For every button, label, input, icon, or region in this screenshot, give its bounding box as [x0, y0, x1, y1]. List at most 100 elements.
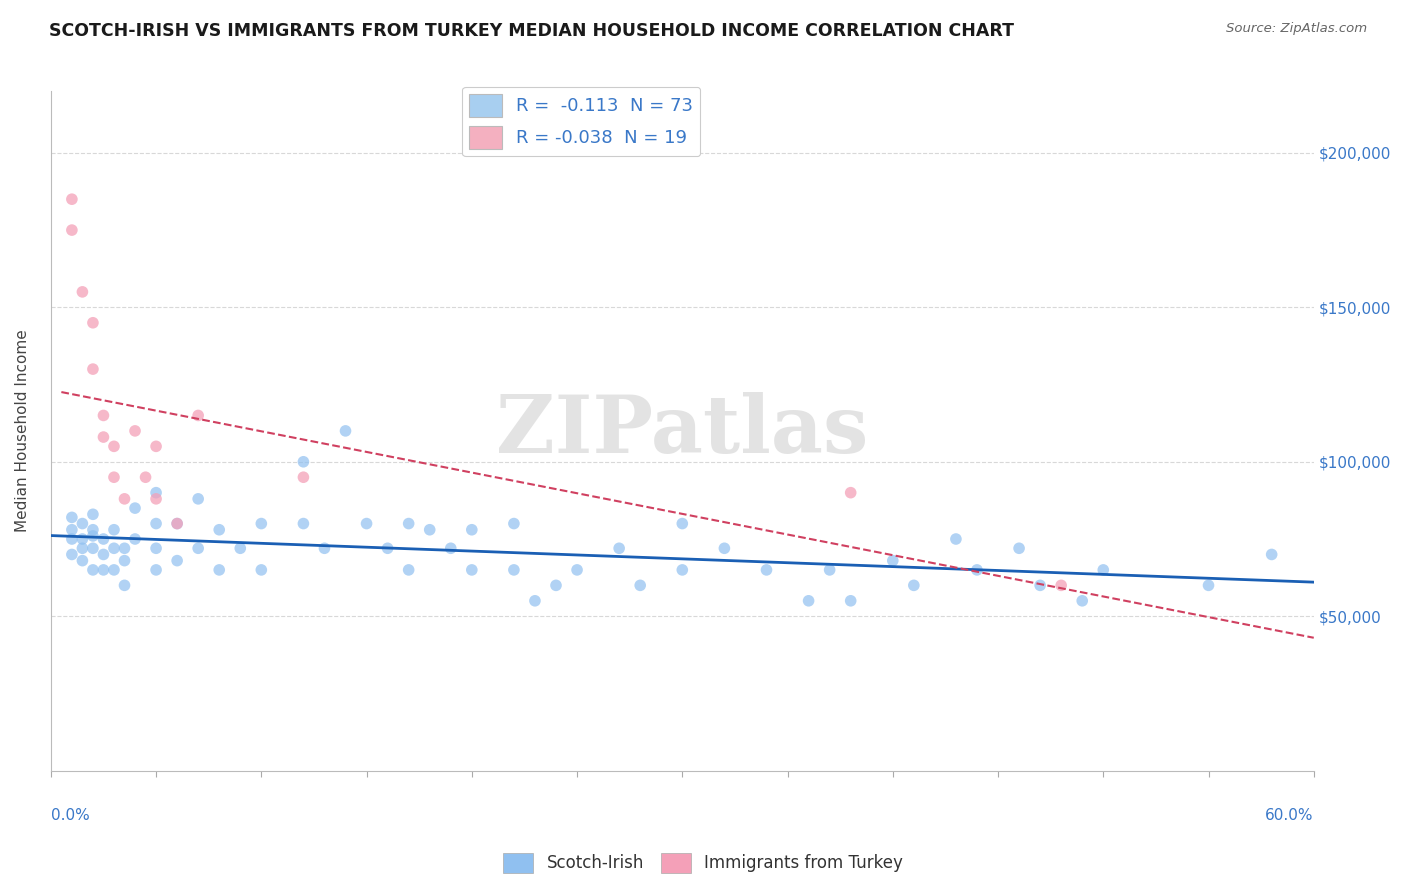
Point [945, 532, 967, 546]
Point [229, 541, 252, 556]
Point [628, 578, 651, 592]
Point [187, 491, 209, 506]
Point [60, 192, 83, 206]
Point [145, 516, 167, 531]
Point [72, 285, 94, 299]
Point [82, 541, 104, 556]
Point [461, 523, 484, 537]
Point [82, 316, 104, 330]
Point [839, 594, 862, 608]
Point [1071, 594, 1094, 608]
Point [377, 541, 399, 556]
Point [72, 541, 94, 556]
Point [93, 548, 115, 562]
Text: ZIPatlas: ZIPatlas [496, 392, 869, 470]
Point [124, 532, 146, 546]
Point [544, 578, 567, 592]
Point [103, 523, 125, 537]
Point [145, 563, 167, 577]
Point [419, 523, 441, 537]
Point [145, 485, 167, 500]
Point [93, 532, 115, 546]
Point [671, 516, 693, 531]
Point [1198, 578, 1220, 592]
Point [60, 523, 83, 537]
Point [1050, 578, 1073, 592]
Point [356, 516, 378, 531]
Point [208, 523, 231, 537]
Point [145, 491, 167, 506]
Text: 0.0%: 0.0% [51, 808, 90, 823]
Point [187, 541, 209, 556]
Point [292, 470, 315, 484]
Point [103, 541, 125, 556]
Point [398, 563, 420, 577]
Point [335, 424, 357, 438]
Point [250, 516, 273, 531]
Point [103, 439, 125, 453]
Point [208, 563, 231, 577]
Point [93, 430, 115, 444]
Point [145, 439, 167, 453]
Point [1092, 563, 1115, 577]
Point [440, 541, 463, 556]
Point [166, 516, 188, 531]
Point [292, 516, 315, 531]
Point [72, 516, 94, 531]
Point [93, 563, 115, 577]
Point [292, 455, 315, 469]
Point [60, 548, 83, 562]
Point [82, 523, 104, 537]
Point [903, 578, 925, 592]
Point [398, 516, 420, 531]
Point [966, 563, 988, 577]
Point [503, 563, 526, 577]
Point [93, 409, 115, 423]
Point [713, 541, 735, 556]
Point [114, 554, 136, 568]
Point [60, 223, 83, 237]
Point [103, 563, 125, 577]
Point [671, 563, 693, 577]
Point [187, 409, 209, 423]
Point [314, 541, 336, 556]
Point [166, 516, 188, 531]
Point [103, 470, 125, 484]
Point [1008, 541, 1031, 556]
Point [135, 470, 157, 484]
Point [114, 578, 136, 592]
Text: Source: ZipAtlas.com: Source: ZipAtlas.com [1226, 22, 1367, 36]
Point [82, 529, 104, 543]
Text: SCOTCH-IRISH VS IMMIGRANTS FROM TURKEY MEDIAN HOUSEHOLD INCOME CORRELATION CHART: SCOTCH-IRISH VS IMMIGRANTS FROM TURKEY M… [49, 22, 1014, 40]
Point [755, 563, 778, 577]
Point [503, 516, 526, 531]
Point [72, 532, 94, 546]
Point [250, 563, 273, 577]
Legend: Scotch-Irish, Immigrants from Turkey: Scotch-Irish, Immigrants from Turkey [496, 847, 910, 880]
Point [166, 554, 188, 568]
Point [114, 541, 136, 556]
Point [124, 501, 146, 516]
Point [839, 485, 862, 500]
Point [818, 563, 841, 577]
Point [72, 554, 94, 568]
Point [60, 532, 83, 546]
Point [1029, 578, 1052, 592]
Point [82, 362, 104, 376]
Point [114, 491, 136, 506]
Point [82, 563, 104, 577]
Point [145, 541, 167, 556]
Point [882, 554, 904, 568]
Point [461, 563, 484, 577]
Point [523, 594, 546, 608]
Point [607, 541, 630, 556]
Point [565, 563, 588, 577]
Point [124, 424, 146, 438]
Point [797, 594, 820, 608]
Point [60, 510, 83, 524]
Point [82, 508, 104, 522]
Point [1260, 548, 1282, 562]
Legend: R =  -0.113  N = 73, R = -0.038  N = 19: R = -0.113 N = 73, R = -0.038 N = 19 [463, 87, 700, 156]
Y-axis label: Median Household Income: Median Household Income [15, 329, 30, 533]
Text: 60.0%: 60.0% [1265, 808, 1313, 823]
